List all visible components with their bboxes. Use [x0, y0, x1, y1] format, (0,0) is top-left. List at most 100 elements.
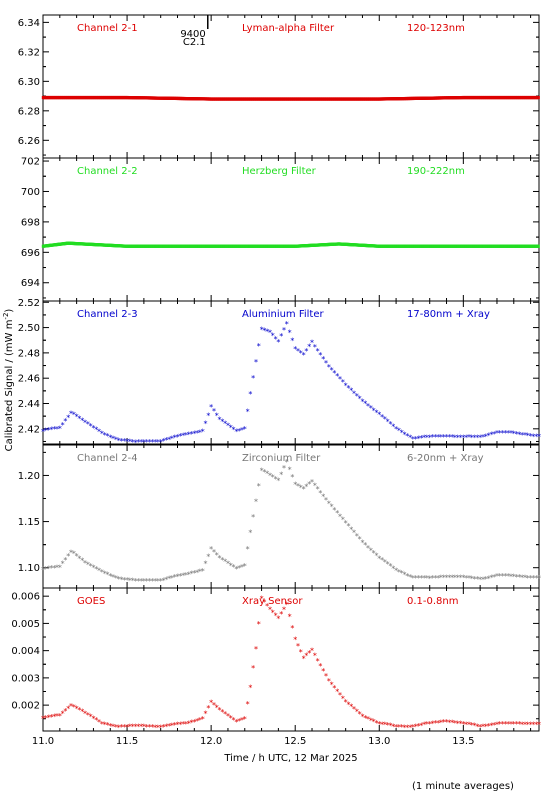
- panel-label-3: 17-80nm + Xray: [407, 309, 490, 320]
- data-point: *: [290, 337, 294, 346]
- data-point: *: [327, 363, 331, 372]
- data-point: *: [192, 569, 196, 578]
- data-point: *: [293, 345, 297, 354]
- data-point: *: [330, 503, 334, 512]
- data-point: *: [122, 723, 126, 732]
- data-point: *: [276, 614, 280, 623]
- y-tick-label: 2.42: [18, 424, 40, 435]
- data-point: *: [380, 413, 384, 422]
- x-tick-label: 12.0: [200, 736, 222, 747]
- data-point: *: [417, 574, 421, 583]
- data-point: *: [223, 558, 227, 567]
- panel-frame: [42, 157, 540, 302]
- data-point: *: [133, 438, 137, 447]
- data-point: *: [105, 721, 109, 730]
- data-point: *: [139, 577, 143, 586]
- data-point: *: [246, 407, 250, 416]
- data-point: *: [526, 574, 530, 583]
- data-point: *: [209, 545, 213, 554]
- data-point: *: [47, 714, 51, 723]
- data-point: *: [515, 573, 519, 582]
- data-point: *: [520, 720, 524, 729]
- data-point: *: [422, 434, 426, 443]
- data-point: *: [394, 566, 398, 575]
- data-point: *: [243, 715, 247, 724]
- data-point: *: [223, 419, 227, 428]
- x-tick-label: 11.5: [116, 736, 138, 747]
- data-point: *: [274, 335, 278, 344]
- y-tick-label: 0.005: [11, 619, 40, 630]
- data-point: *: [433, 574, 437, 583]
- data-point: *: [447, 574, 451, 583]
- data-point: *: [391, 564, 395, 573]
- data-point: *: [324, 672, 328, 681]
- data-point: *: [55, 564, 59, 573]
- event-marker: 9400 C2.1: [180, 15, 209, 48]
- data-point: *: [349, 703, 353, 712]
- data-point: *: [184, 431, 188, 440]
- data-point: *: [537, 574, 541, 583]
- data-point: *: [139, 438, 143, 447]
- data-point: *: [226, 422, 230, 431]
- data-point: *: [218, 416, 222, 425]
- data-point: *: [464, 720, 468, 729]
- data-point: *: [517, 720, 521, 729]
- data-point: *: [260, 466, 264, 475]
- data-point: *: [190, 719, 194, 728]
- data-point: *: [161, 723, 165, 732]
- data-point: *: [363, 541, 367, 550]
- data-point: *: [232, 716, 236, 725]
- data-point: *: [229, 424, 233, 433]
- data-point: *: [349, 525, 353, 534]
- y-axis-title-close: ): [4, 309, 15, 313]
- data-point: *: [131, 438, 135, 447]
- data-point: *: [128, 438, 132, 447]
- data-point: *: [304, 347, 308, 356]
- data-point: *: [206, 552, 210, 561]
- data-point: *: [103, 721, 107, 730]
- data-point: *: [105, 432, 109, 441]
- data-point: *: [47, 426, 51, 435]
- data-point: *: [159, 577, 163, 586]
- panel-label-2: Zirconium Filter: [242, 453, 321, 464]
- data-point: *: [240, 426, 244, 435]
- data-point: *: [408, 573, 412, 582]
- event-marker-label-bottom: C2.1: [183, 37, 206, 48]
- data-point: *: [316, 347, 320, 356]
- data-point: *: [526, 432, 530, 441]
- data-point: *: [523, 720, 527, 729]
- data-point: *: [470, 721, 474, 730]
- data-point: *: [461, 574, 465, 583]
- data-point: *: [445, 573, 449, 582]
- data-point: *: [450, 719, 454, 728]
- data-point: *: [529, 432, 533, 441]
- data-point: *: [86, 420, 90, 429]
- data-point: *: [243, 562, 247, 571]
- data-point: *: [94, 565, 98, 574]
- data-point: *: [198, 428, 202, 437]
- data-point: *: [268, 471, 272, 480]
- chart-panels: 6.26 6.28 6.30 6.32 6.34 Channel 2-1 Lyman-alp…: [11, 14, 541, 747]
- data-point: *: [119, 723, 123, 732]
- data-point: *: [80, 417, 84, 426]
- y-tick-label: 1.15: [18, 517, 40, 528]
- y-tick-label: 702: [21, 157, 40, 168]
- data-point: *: [75, 552, 79, 561]
- data-point: *: [531, 432, 535, 441]
- data-point: *: [374, 552, 378, 561]
- data-point: *: [417, 434, 421, 443]
- y-tick-label: 696: [21, 248, 40, 259]
- data-point: *: [77, 706, 81, 715]
- data-point: *: [108, 572, 112, 581]
- data-point: *: [380, 556, 384, 565]
- y-tick-label: 2.46: [18, 374, 40, 385]
- series-2: [41, 241, 540, 248]
- data-point: *: [355, 532, 359, 541]
- data-point: *: [69, 548, 73, 557]
- data-point: *: [234, 565, 238, 574]
- data-point: *: [128, 723, 132, 732]
- data-point: *: [489, 722, 493, 731]
- data-point: *: [117, 437, 121, 446]
- data-point: *: [453, 574, 457, 583]
- data-point: *: [156, 577, 160, 586]
